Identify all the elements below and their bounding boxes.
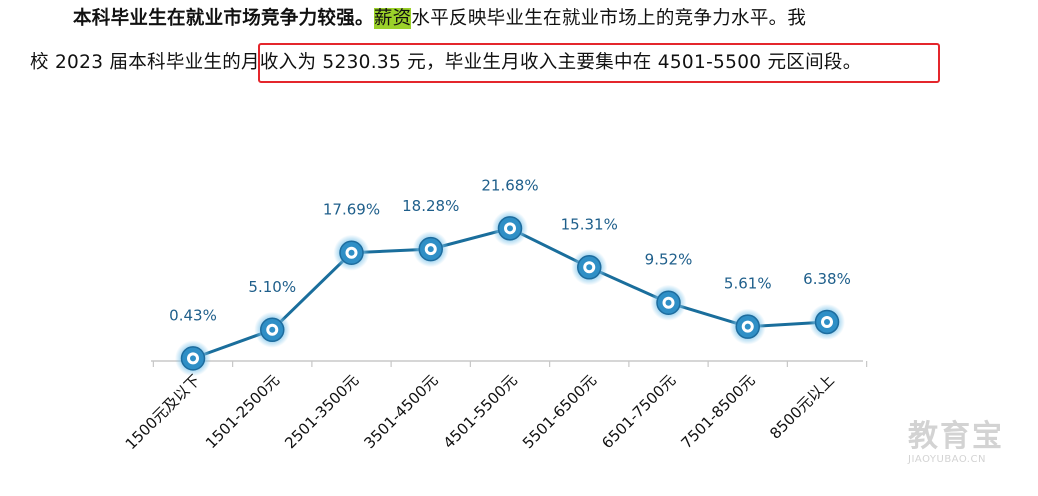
data-label: 15.31%	[561, 215, 618, 233]
x-tick-labels: 1500元及以下1501-2500元2501-3500元3501-4500元45…	[122, 371, 838, 453]
watermark: 教育宝 JIAOYUBAO.CN	[908, 420, 1004, 466]
data-point	[571, 249, 608, 286]
x-tick-label: 5501-6500元	[519, 371, 600, 452]
x-axis-ticks	[152, 361, 868, 367]
data-point	[254, 311, 291, 348]
data-label: 0.43%	[169, 306, 217, 324]
data-point	[809, 303, 845, 340]
paragraph-line-1: 本科毕业生在就业市场竞争力较强。薪资水平反映毕业生在就业市场上的竞争力水平。我	[73, 6, 806, 32]
data-label: 5.10%	[248, 278, 296, 296]
data-labels: 0.43% 5.10% 17.69% 18.28% 21.68% 15.31% 9.52% 5…	[169, 176, 851, 324]
data-point	[729, 308, 766, 345]
x-tick-label: 8500元以上	[766, 371, 838, 443]
watermark-url: JIAOYUBAO.CN	[908, 454, 986, 465]
paragraph-line-2: 校 2023 届本科毕业生的月收入为 5230.35 元，毕业生月收入主要集中在…	[30, 50, 862, 76]
boxed-statement: 月收入为 5230.35 元，毕业生月收入主要集中在 4501-5500 元区间…	[241, 52, 862, 73]
paragraph: 本科毕业生在就业市场竞争力较强。薪资水平反映毕业生在就业市场上的竞争力水平。我 …	[0, 0, 1038, 100]
data-point	[333, 234, 370, 271]
x-tick-label: 3501-4500元	[360, 371, 441, 452]
watermark-brand: 教育宝	[908, 419, 1004, 454]
x-tick-label: 7501-8500元	[677, 371, 758, 452]
data-label: 17.69%	[323, 201, 380, 219]
data-label: 21.68%	[481, 176, 538, 194]
data-point	[412, 231, 449, 268]
x-tick-label: 1501-2500元	[202, 371, 283, 452]
data-markers	[175, 210, 845, 377]
x-tick-label: 6501-7500元	[598, 371, 679, 452]
line2-pre: 校 2023 届本科毕业生的	[30, 52, 242, 73]
data-point	[650, 284, 687, 321]
data-label: 6.38%	[803, 270, 851, 288]
highlighted-word: 薪资	[373, 8, 412, 29]
bold-lead-sentence: 本科毕业生在就业市场竞争力较强。	[73, 8, 374, 29]
x-tick-label: 1500元及以下	[122, 371, 204, 453]
data-point	[175, 340, 211, 377]
x-tick-label: 2501-3500元	[281, 371, 362, 452]
data-label: 5.61%	[724, 275, 772, 293]
red-highlight-box	[258, 43, 940, 83]
data-label: 18.28%	[402, 197, 459, 215]
line1-rest: 水平反映毕业生在就业市场上的竞争力水平。我	[411, 8, 807, 29]
data-point	[492, 210, 528, 247]
x-tick-label: 4501-5500元	[440, 371, 521, 452]
data-label: 9.52%	[645, 251, 693, 269]
